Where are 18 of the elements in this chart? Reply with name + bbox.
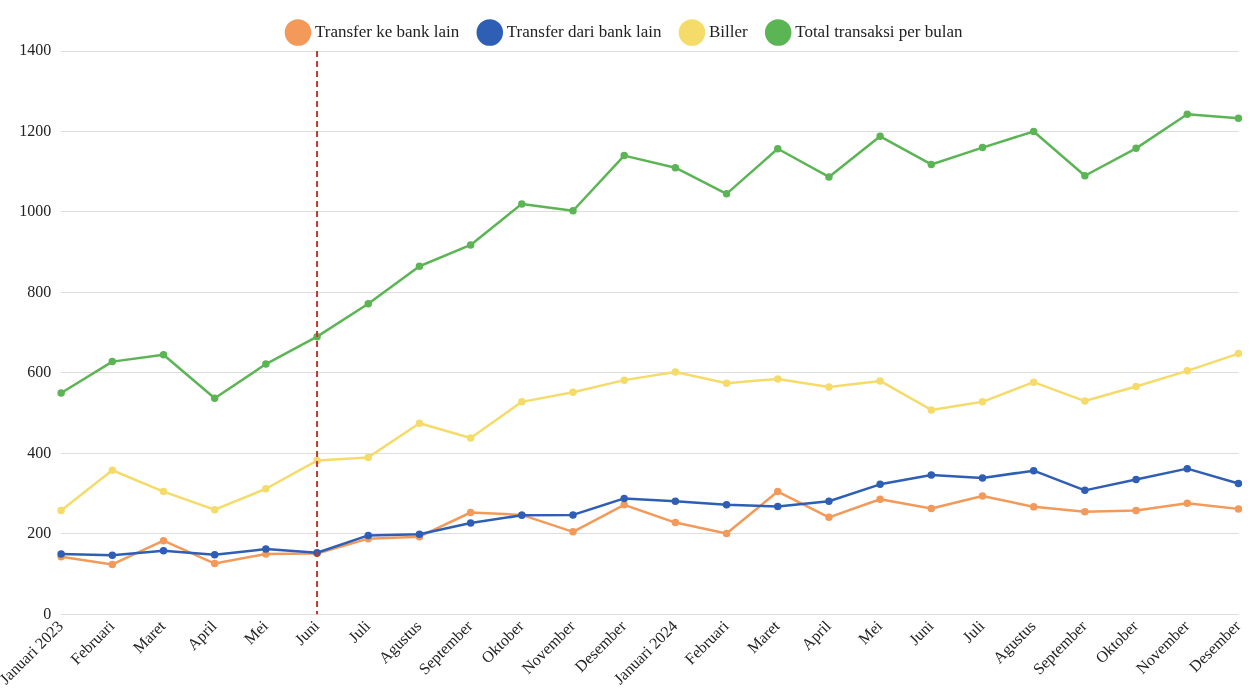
legend-label: Biller [708,21,749,41]
x-tick-label: Juni [905,616,937,649]
x-tick-label: Juli [959,616,988,646]
legend-label: Transfer dari bank lain [506,21,662,41]
y-tick-label: 1400 [19,41,52,59]
x-tick-label: Mei [854,616,886,648]
y-tick-label: 0 [43,604,52,622]
y-tick-label: 800 [27,282,52,300]
y-tick-label: 200 [27,524,52,542]
y-tick-label: 600 [27,363,52,381]
y-tick-label: 400 [27,443,52,461]
y-tick-label: 1200 [19,121,52,139]
legend-label: Transfer ke bank lain [314,21,460,41]
x-tick-label: Juni [291,616,323,649]
legend-label: Total transaksi per bulan [795,21,964,41]
x-tick-label: Mei [240,616,272,648]
y-tick-label: 1000 [19,202,52,220]
x-tick-label: Juli [344,616,374,646]
